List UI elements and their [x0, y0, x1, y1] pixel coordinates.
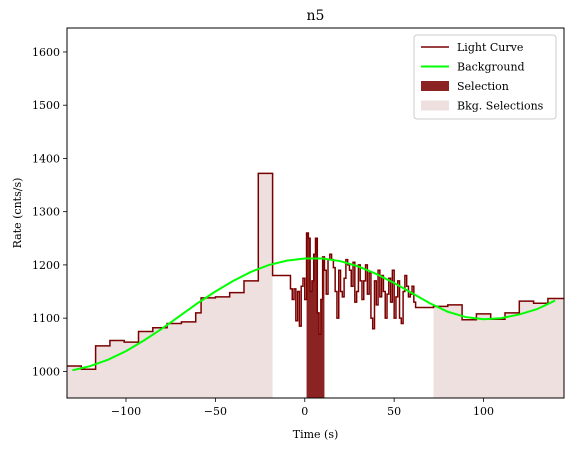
legend-swatch-3	[421, 81, 449, 91]
bkg-selections-layer	[67, 173, 564, 398]
bkg-selection-region-1	[67, 173, 273, 398]
legend-swatch-4	[421, 100, 449, 111]
light-curve-layer	[67, 172, 564, 371]
legend-frame	[413, 34, 557, 120]
x-axis-label: Time (s)	[293, 428, 339, 441]
x-axis: −100 −50 0 50 100	[111, 398, 494, 418]
legend-label-4: Bkg. Selections	[457, 100, 544, 113]
y-tick-label: 1600	[32, 46, 60, 59]
y-axis: 1000 1100 1200 1300 1400 1500 1600	[32, 46, 67, 378]
y-tick-label: 1200	[32, 259, 60, 272]
background-layer	[72, 257, 556, 372]
selection-layer	[306, 232, 325, 398]
y-tick-label: 1300	[32, 206, 60, 219]
light-curve-line	[67, 172, 564, 371]
x-tick-label: −50	[204, 405, 227, 418]
background-model-line	[72, 257, 556, 372]
x-tick-label: 100	[473, 405, 494, 418]
y-tick-label: 1100	[32, 312, 60, 325]
y-tick-label: 1000	[32, 365, 60, 378]
chart-title: n5	[307, 8, 325, 24]
legend: Light Curve Background Selection Bkg. Selec…	[413, 34, 557, 120]
legend-label-3: Selection	[457, 80, 509, 93]
legend-label-2: Background	[457, 61, 525, 74]
y-axis-label: Rate (cnts/s)	[11, 178, 24, 249]
plot-frame	[66, 27, 565, 399]
selection-region	[306, 232, 325, 398]
x-tick-label: −100	[111, 405, 141, 418]
y-tick-label: 1400	[32, 152, 60, 165]
x-tick-label: 0	[301, 405, 308, 418]
y-tick-label: 1500	[32, 99, 60, 112]
legend-label-1: Light Curve	[457, 41, 523, 54]
bkg-selection-region-2	[433, 298, 564, 398]
x-tick-label: 50	[387, 405, 401, 418]
